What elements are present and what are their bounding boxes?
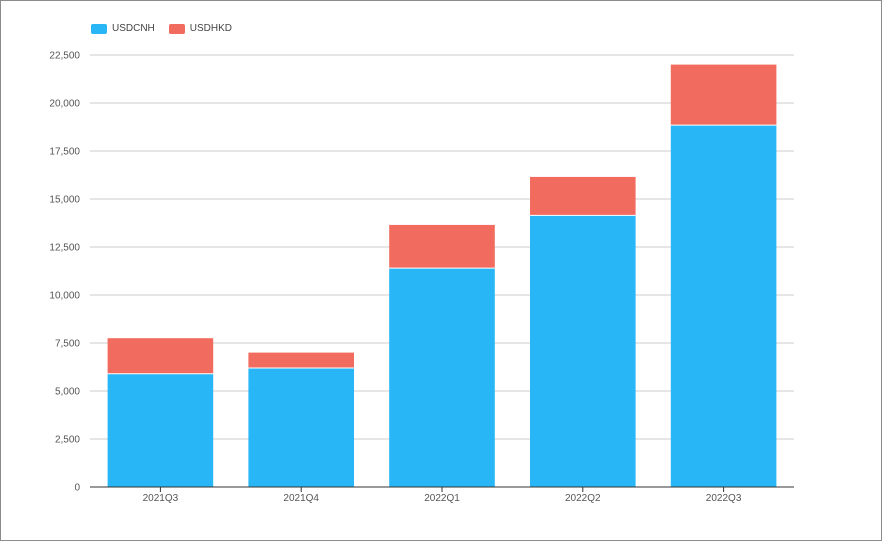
bar-usdcnh: [107, 373, 214, 487]
y-tick-label: 10,000: [49, 291, 80, 302]
bar-usdcnh: [389, 268, 495, 487]
bar-usdcnh: [670, 125, 777, 487]
y-tick-label: 15,000: [49, 195, 80, 206]
x-tick-label: 2022Q1: [424, 493, 460, 504]
legend-swatch-usdcnh: [91, 23, 107, 34]
x-tick-label: 2021Q4: [283, 493, 319, 504]
legend-label-usdhkd: USDHKD: [189, 23, 233, 34]
legend-item-usdcnh[interactable]: USDCNH: [91, 23, 155, 34]
y-tick-label: 22,500: [49, 51, 80, 62]
chart-legend: USDCNH USDHKD: [91, 23, 246, 34]
y-tick-label: 2,500: [55, 435, 80, 446]
legend-label-usdcnh: USDCNH: [112, 23, 155, 34]
legend-swatch-usdhkd: [168, 23, 185, 34]
y-tick-label: 5,000: [55, 387, 80, 398]
bar-usdcnh: [248, 367, 354, 487]
y-tick-label: 20,000: [49, 99, 80, 110]
y-tick-label: 7,500: [55, 339, 80, 350]
x-tick-label: 2022Q3: [706, 493, 742, 504]
bar-usdhkd: [107, 338, 214, 374]
y-tick-label: 17,500: [49, 147, 80, 158]
bar-usdhkd: [248, 352, 354, 368]
bar-usdhkd: [670, 64, 777, 126]
x-tick-label: 2021Q3: [143, 493, 179, 504]
bar-usdcnh: [530, 215, 636, 487]
y-tick-label: 12,500: [49, 243, 80, 254]
bar-usdhkd: [530, 176, 636, 216]
bar-usdhkd: [389, 224, 495, 269]
x-tick-label: 2022Q2: [565, 493, 601, 504]
legend-item-usdhkd[interactable]: USDHKD: [168, 23, 233, 34]
y-tick-label: 0: [74, 483, 80, 494]
